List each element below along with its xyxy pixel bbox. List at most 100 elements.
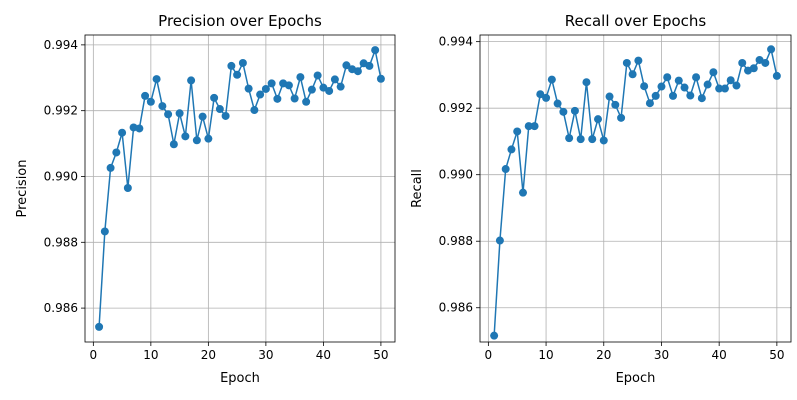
y-tick-label: 0.986: [439, 301, 473, 315]
data-point: [582, 78, 591, 87]
data-point: [273, 94, 282, 103]
data-point: [307, 85, 316, 94]
data-point: [692, 73, 701, 82]
x-tick-label: 10: [538, 348, 553, 362]
x-tick-label: 20: [201, 348, 216, 362]
data-point: [576, 135, 585, 144]
y-tick-label: 0.990: [44, 169, 78, 183]
data-point: [507, 145, 516, 154]
data-point: [651, 91, 660, 100]
data-point: [198, 112, 207, 121]
data-point: [518, 188, 527, 197]
data-point: [181, 132, 190, 141]
data-point: [164, 110, 173, 119]
data-point: [284, 81, 293, 90]
data-point: [588, 135, 597, 144]
data-point: [146, 97, 155, 106]
y-tick-label: 0.986: [44, 301, 78, 315]
data-point: [715, 84, 724, 93]
data-point: [353, 67, 362, 76]
data-point: [634, 56, 643, 65]
data-point: [135, 124, 144, 133]
data-point: [210, 93, 219, 102]
data-point: [617, 113, 626, 122]
data-point: [123, 184, 132, 193]
data-point: [141, 91, 150, 100]
chart-title: Recall over Epochs: [565, 12, 707, 30]
y-tick-label: 0.988: [44, 235, 78, 249]
data-point: [221, 111, 230, 120]
data-point: [738, 58, 747, 67]
plot-frame: [84, 34, 396, 343]
data-point: [772, 71, 781, 80]
data-point: [645, 99, 654, 108]
x-axis-label: Epoch: [616, 371, 656, 386]
data-point: [547, 75, 556, 84]
y-tick-label: 0.988: [439, 234, 473, 248]
data-point: [495, 236, 504, 245]
y-axis-label: Recall: [410, 169, 425, 208]
y-tick-label: 0.994: [44, 38, 78, 52]
x-tick-label: 40: [712, 348, 727, 362]
data-point: [256, 90, 265, 99]
data-point: [767, 45, 776, 54]
data-point: [233, 70, 242, 79]
data-point: [732, 81, 741, 90]
data-point: [169, 140, 178, 149]
data-point: [325, 86, 334, 95]
plot-frame: [479, 34, 792, 343]
data-point: [553, 99, 562, 108]
series-line: [98, 47, 382, 327]
data-point: [703, 80, 712, 89]
x-tick-label: 0: [485, 348, 493, 362]
data-point: [244, 84, 253, 93]
data-point: [313, 71, 322, 80]
data-point: [536, 90, 545, 99]
data-point: [302, 97, 311, 106]
data-point: [530, 122, 539, 131]
data-point: [599, 136, 608, 145]
data-point: [513, 127, 522, 136]
data-point: [112, 148, 121, 157]
data-point: [371, 46, 380, 55]
data-point: [686, 91, 695, 100]
y-tick-label: 0.994: [439, 35, 473, 49]
data-point: [570, 106, 579, 115]
data-point: [697, 94, 706, 103]
data-point: [227, 61, 236, 70]
x-tick-label: 0: [90, 348, 98, 362]
data-point: [261, 84, 270, 93]
data-point: [542, 93, 551, 102]
data-point: [342, 61, 351, 70]
data-point: [336, 82, 345, 91]
x-tick-label: 20: [596, 348, 611, 362]
data-point: [640, 82, 649, 91]
data-point: [611, 100, 620, 109]
x-tick-label: 30: [258, 348, 273, 362]
data-point: [657, 82, 666, 91]
x-tick-label: 50: [769, 348, 784, 362]
data-point: [709, 68, 718, 77]
x-tick-label: 10: [143, 348, 158, 362]
y-axis-label: Precision: [15, 159, 30, 217]
data-point: [628, 70, 637, 79]
data-point: [192, 136, 201, 145]
data-point: [330, 75, 339, 84]
y-tick-label: 0.992: [44, 104, 78, 118]
data-point: [238, 58, 247, 67]
data-point: [152, 75, 161, 84]
data-point: [250, 106, 259, 115]
data-point: [669, 91, 677, 100]
data-point: [749, 64, 758, 73]
data-point: [605, 92, 614, 101]
data-point: [204, 134, 213, 143]
series-line: [493, 46, 778, 336]
data-point: [118, 128, 127, 137]
y-tick-label: 0.990: [439, 168, 473, 182]
data-point: [559, 107, 568, 116]
data-point: [565, 134, 574, 143]
chart-panel-2: 0 10 20 30 40 50 0.986 0.988 0.990 0.992 0.994 Reca…: [410, 12, 792, 386]
data-point: [95, 322, 104, 331]
x-tick-label: 50: [373, 348, 388, 362]
